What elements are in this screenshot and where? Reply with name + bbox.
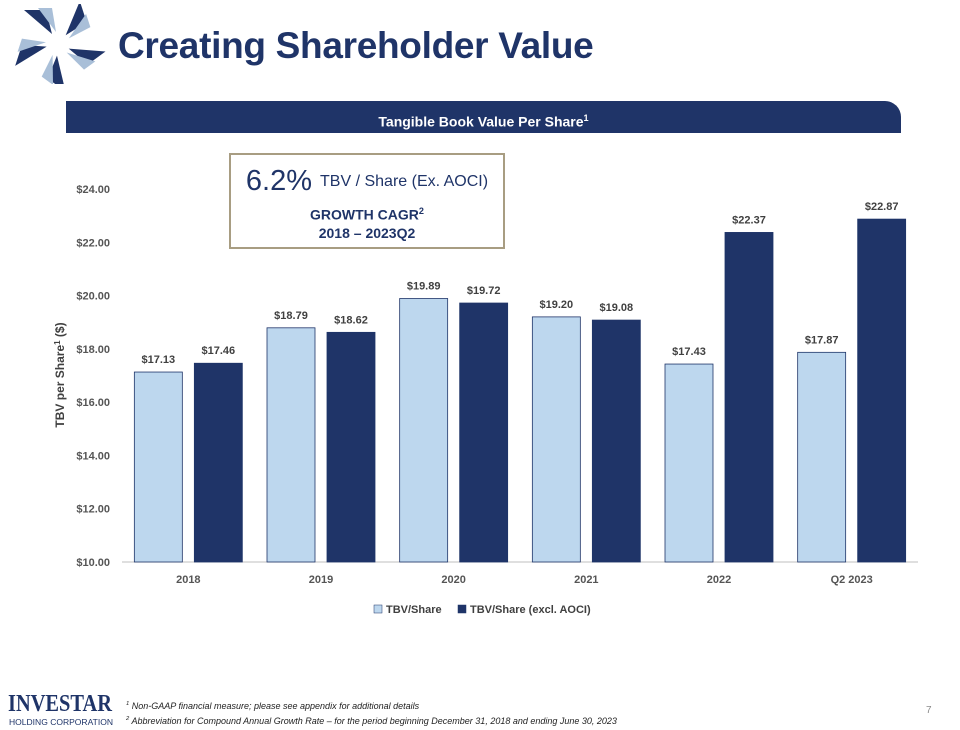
y-tick-label: $24.00 [76,184,110,196]
footnote-1-marker: 1 [126,701,130,707]
legend-label: TBV/Share (excl. AOCI) [470,604,591,616]
data-label: $19.72 [467,285,501,297]
y-tick-label: $20.00 [76,291,110,303]
banner-text: Tangible Book Value Per Share [378,113,584,130]
data-label: $17.87 [805,334,839,346]
y-tick-label: $18.00 [76,344,110,356]
bar-tbv-share [266,327,316,563]
footnote-1: 1 Non-GAAP financial measure; please see… [126,698,617,713]
cagr-period: 2018 – 2023Q2 [318,224,416,241]
footnote-2-text: Abbreviation for Compound Annual Growth … [131,716,617,726]
page-number: 7 [926,705,932,716]
footnote-2-marker: 2 [126,716,130,722]
banner-footnote-marker: 1 [583,113,589,123]
page-title: Creating Shareholder Value [118,25,594,66]
bar-tbv-share [531,316,581,563]
data-label: $18.79 [274,310,308,322]
bar-tbv-share [797,351,847,563]
cagr-percent: 6.2% [245,165,313,197]
bar-tbv-share-excl-aoci [459,302,509,563]
x-tick-label: Q2 2023 [831,574,873,586]
x-tick-label: 2020 [441,574,465,586]
y-axis-label: TBV per Share1 ($) [53,322,68,427]
data-label: $17.13 [142,354,176,366]
footnotes: 1 Non-GAAP financial measure; please see… [126,698,617,728]
footnote-1-text: Non-GAAP financial measure; please see a… [131,701,420,711]
data-label: $17.46 [202,345,236,357]
bar-tbv-share-excl-aoci [591,319,641,563]
investar-footer-logo: INVESTAR HOLDING CORPORATION [8,691,113,727]
data-label: $18.62 [334,314,368,326]
bar-tbv-share [399,298,449,563]
x-tick-label: 2018 [176,574,200,586]
x-tick-label: 2021 [574,574,598,586]
x-tick-label: 2022 [707,574,731,586]
emblem-arm [24,8,56,34]
cagr-footnote-marker: 2 [418,206,424,216]
legend-swatch [457,604,467,614]
y-tick-label: $10.00 [76,557,110,569]
data-label: $22.37 [732,214,766,226]
legend-swatch [373,604,383,614]
data-label: $19.89 [407,281,441,293]
y-tick-label: $16.00 [76,397,110,409]
bar-tbv-share [664,363,714,563]
legend-label: TBV/Share [386,604,442,616]
chart-banner: Tangible Book Value Per Share1 [66,101,901,133]
footer-logo-wordmark: INVESTAR [8,691,113,717]
y-tick-label: $14.00 [76,450,110,462]
data-label: $19.08 [600,302,634,314]
bar-tbv-share-excl-aoci [857,218,907,563]
cagr-label: GROWTH CAGR [310,206,419,223]
footnote-2: 2 Abbreviation for Compound Annual Growt… [126,713,617,728]
bar-tbv-share-excl-aoci [724,232,774,563]
bar-tbv-share-excl-aoci [193,362,243,563]
data-label: $22.87 [865,201,899,213]
y-tick-label: $22.00 [76,237,110,249]
x-tick-label: 2019 [309,574,333,586]
data-label: $17.43 [672,346,706,358]
investar-emblem-logo [15,4,106,84]
cagr-metric-label: TBV / Share (Ex. AOCI) [320,172,489,190]
cagr-callout-box: 6.2% TBV / Share (Ex. AOCI) GROWTH CAGR2 … [229,153,505,249]
bar-tbv-share-excl-aoci [326,331,376,563]
footer-logo-subtext: HOLDING CORPORATION [9,718,113,727]
data-label: $19.20 [540,299,574,311]
y-tick-label: $12.00 [76,504,110,516]
bar-tbv-share [133,371,183,563]
